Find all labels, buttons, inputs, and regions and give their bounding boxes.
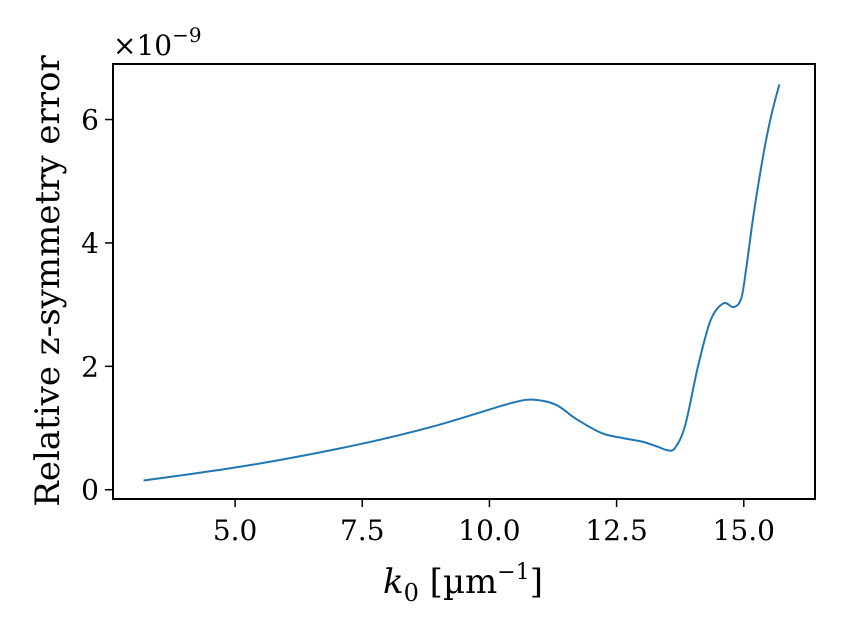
x-axis: 5.0 7.5 10.0 12.5 15.0 — [213, 499, 775, 547]
x-tick-label: 12.5 — [585, 514, 647, 547]
series-line — [143, 84, 781, 482]
plot-area — [112, 63, 816, 500]
y-axis: 0 2 4 6 — [81, 104, 113, 507]
x-tick-label: 7.5 — [340, 514, 385, 547]
x-tick-label: 5.0 — [213, 514, 258, 547]
y-axis-multiplier: ×10−9 — [113, 23, 202, 62]
x-tick-label: 15.0 — [713, 514, 775, 547]
y-tick-label: 6 — [81, 104, 99, 137]
y-multiplier-exponent: −9 — [172, 23, 201, 47]
y-tick-label: 4 — [81, 227, 99, 260]
y-tick-label: 0 — [81, 474, 99, 507]
y-tick-label: 2 — [81, 350, 99, 383]
y-axis-label: Relative z-symmetry error — [28, 55, 68, 507]
x-axis-label: k0 [µm−1] — [383, 560, 543, 607]
x-tick-label: 10.0 — [458, 514, 520, 547]
